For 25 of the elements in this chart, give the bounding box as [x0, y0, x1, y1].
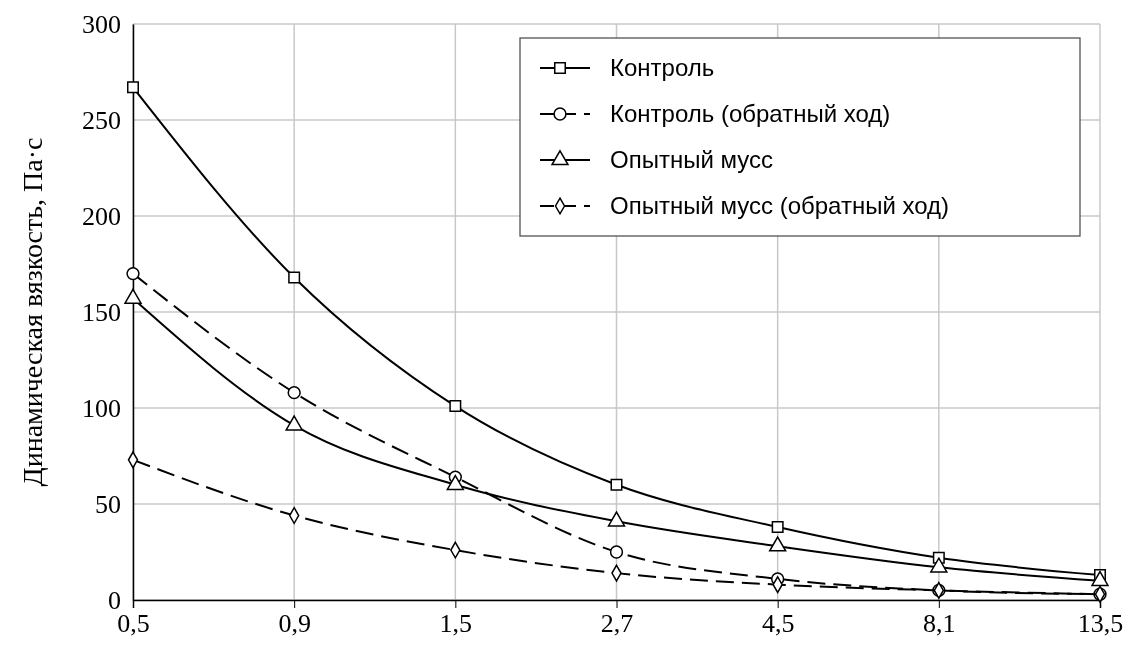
point	[771, 521, 784, 534]
x-tick-label: 1,5	[439, 609, 473, 639]
point	[449, 400, 462, 413]
x-tick-label: 4,5	[761, 609, 795, 639]
y-tick-label: 200	[82, 201, 121, 231]
y-tick-label: 250	[82, 105, 121, 135]
y-tick-label: 150	[82, 297, 121, 327]
y-axis-title: Динамическая вязкость, Па·с	[17, 137, 48, 487]
x-tick-label: 13,5	[1077, 609, 1124, 639]
legend-label: Контроль	[610, 54, 715, 82]
point	[287, 385, 301, 400]
point	[126, 266, 140, 281]
point	[288, 271, 301, 284]
point	[609, 545, 624, 559]
x-tick-label: 0,9	[278, 609, 311, 639]
y-tick-label: 50	[95, 489, 121, 519]
point	[610, 478, 623, 491]
y-tick-label: 300	[82, 9, 121, 39]
x-tick-label: 8,1	[923, 609, 956, 639]
legend-label: Контроль (обратный ход)	[610, 100, 891, 128]
point	[127, 81, 139, 94]
legend-label: Опытный мусс (обратный ход)	[610, 192, 950, 220]
legend-label: Опытный мусс	[610, 146, 773, 174]
y-tick-label: 100	[82, 393, 121, 423]
x-tick-label: 2,7	[600, 609, 634, 639]
